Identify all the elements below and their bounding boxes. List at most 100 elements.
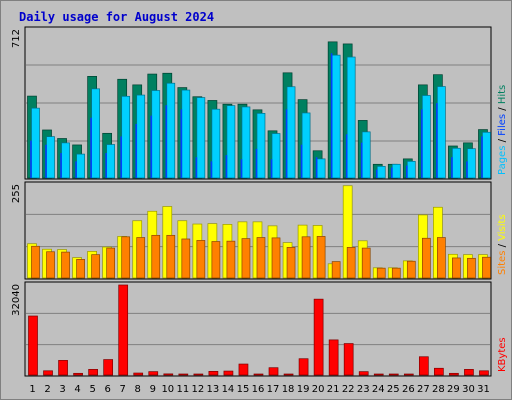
- pages-bar: [226, 105, 236, 179]
- pages-bar: [211, 108, 221, 179]
- x-tick-label: 18: [282, 384, 295, 395]
- x-tick-label: 5: [89, 384, 95, 395]
- y-max-label: 712: [11, 29, 22, 48]
- kbytes-bar: [449, 372, 459, 376]
- files-bar: [436, 103, 438, 178]
- x-tick-label: 6: [104, 384, 110, 395]
- files-bar: [75, 161, 77, 178]
- files-bar: [375, 169, 378, 178]
- files-bar: [390, 167, 393, 178]
- files-bar: [225, 155, 228, 178]
- sites-bar: [467, 257, 476, 279]
- kbytes-bar: [73, 372, 83, 376]
- chart-panels: 712 Pages / Files / Hits 255 Sites / Visits…: [11, 26, 508, 377]
- x-tick-label: 11: [176, 384, 189, 395]
- sites-bar: [452, 257, 461, 279]
- pages-bar: [346, 56, 356, 179]
- x-tick-label: 7: [120, 384, 126, 395]
- kbytes-bar: [193, 373, 204, 376]
- chart-title: Daily usage for August 2024: [19, 10, 214, 24]
- kbytes-bar: [103, 359, 114, 376]
- x-tick-label: 30: [462, 384, 475, 395]
- side-legend-part: KBytes: [497, 337, 508, 372]
- sites-bar: [46, 251, 55, 279]
- kbytes-bar: [28, 315, 38, 376]
- kbytes-bar: [58, 360, 68, 376]
- pages-bar: [121, 95, 131, 179]
- kbytes-bar: [148, 371, 159, 376]
- x-tick-label: 3: [59, 384, 65, 395]
- kbytes-bar: [388, 373, 399, 376]
- x-tick-label: 17: [267, 384, 280, 395]
- x-tick-label: 24: [372, 384, 385, 395]
- files-bar: [285, 109, 288, 178]
- files-bar: [210, 161, 213, 178]
- files-bar: [240, 159, 243, 178]
- panel-background: [24, 281, 492, 377]
- x-tick-label: 8: [135, 384, 141, 395]
- files-bar: [180, 109, 183, 178]
- kbytes-bar: [88, 369, 98, 376]
- pages-bar: [301, 112, 311, 179]
- sites-bar: [136, 237, 146, 279]
- x-tick-label: 31: [477, 384, 490, 395]
- x-tick-label: 10: [161, 384, 174, 395]
- kbytes-bar: [358, 371, 369, 376]
- sites-bar: [256, 237, 266, 279]
- x-tick-label: 1: [29, 384, 35, 395]
- files-bar: [105, 153, 107, 178]
- x-tick-label: 16: [252, 384, 265, 395]
- side-legend-part: Files: [497, 114, 508, 136]
- files-bar: [421, 109, 423, 178]
- kbytes-bar: [223, 370, 234, 376]
- pages-bar: [151, 90, 161, 179]
- side-legend-part: Sites: [497, 251, 508, 275]
- kbytes-bar: [343, 343, 354, 376]
- sites-bar: [241, 238, 251, 279]
- pages-bar: [256, 113, 266, 179]
- pages-bar: [452, 147, 461, 179]
- pages-bar: [76, 153, 85, 179]
- x-tick-label: 25: [387, 384, 400, 395]
- side-legend-part: Visits: [497, 214, 508, 241]
- pages-bar: [136, 94, 146, 179]
- pages-bar: [241, 106, 251, 179]
- files-bar: [300, 144, 303, 178]
- pages-bar: [361, 131, 371, 179]
- files-bar: [30, 140, 32, 178]
- files-bar: [481, 136, 483, 178]
- pages-bar: [316, 158, 326, 179]
- pages-bar: [46, 136, 55, 179]
- pages-bar: [286, 86, 296, 179]
- kbytes-bar: [434, 367, 444, 376]
- pages-bar: [196, 97, 206, 179]
- pages-bar: [61, 142, 70, 179]
- sites-bar: [391, 267, 401, 279]
- x-tick-label: 15: [237, 384, 250, 395]
- x-tick-label: 2: [44, 384, 50, 395]
- kbytes-bar: [268, 367, 279, 376]
- x-tick-label: 23: [357, 384, 370, 395]
- pages-bar: [391, 163, 401, 179]
- files-bar: [120, 136, 122, 178]
- kbytes-bar: [403, 373, 414, 376]
- kbytes-bar: [283, 373, 294, 376]
- x-tick-label: 12: [192, 384, 205, 395]
- x-tick-label: 19: [297, 384, 310, 395]
- pages-bar: [376, 166, 386, 179]
- pages-bar: [31, 107, 40, 179]
- sites-bar: [31, 245, 40, 279]
- sites-bar: [376, 267, 386, 279]
- x-tick-label: 14: [222, 384, 235, 395]
- files-bar: [45, 144, 47, 178]
- x-tick-label: 20: [312, 384, 325, 395]
- files-bar: [451, 157, 453, 178]
- sites-bar: [76, 259, 85, 279]
- pages-bar: [91, 88, 100, 179]
- files-bar: [195, 157, 198, 178]
- pages-bar: [331, 54, 341, 179]
- x-tick-label: 21: [327, 384, 340, 395]
- sites-bar: [437, 237, 446, 279]
- side-legend: Pages / Files / Hits: [497, 85, 508, 175]
- x-tick-label: 29: [447, 384, 460, 395]
